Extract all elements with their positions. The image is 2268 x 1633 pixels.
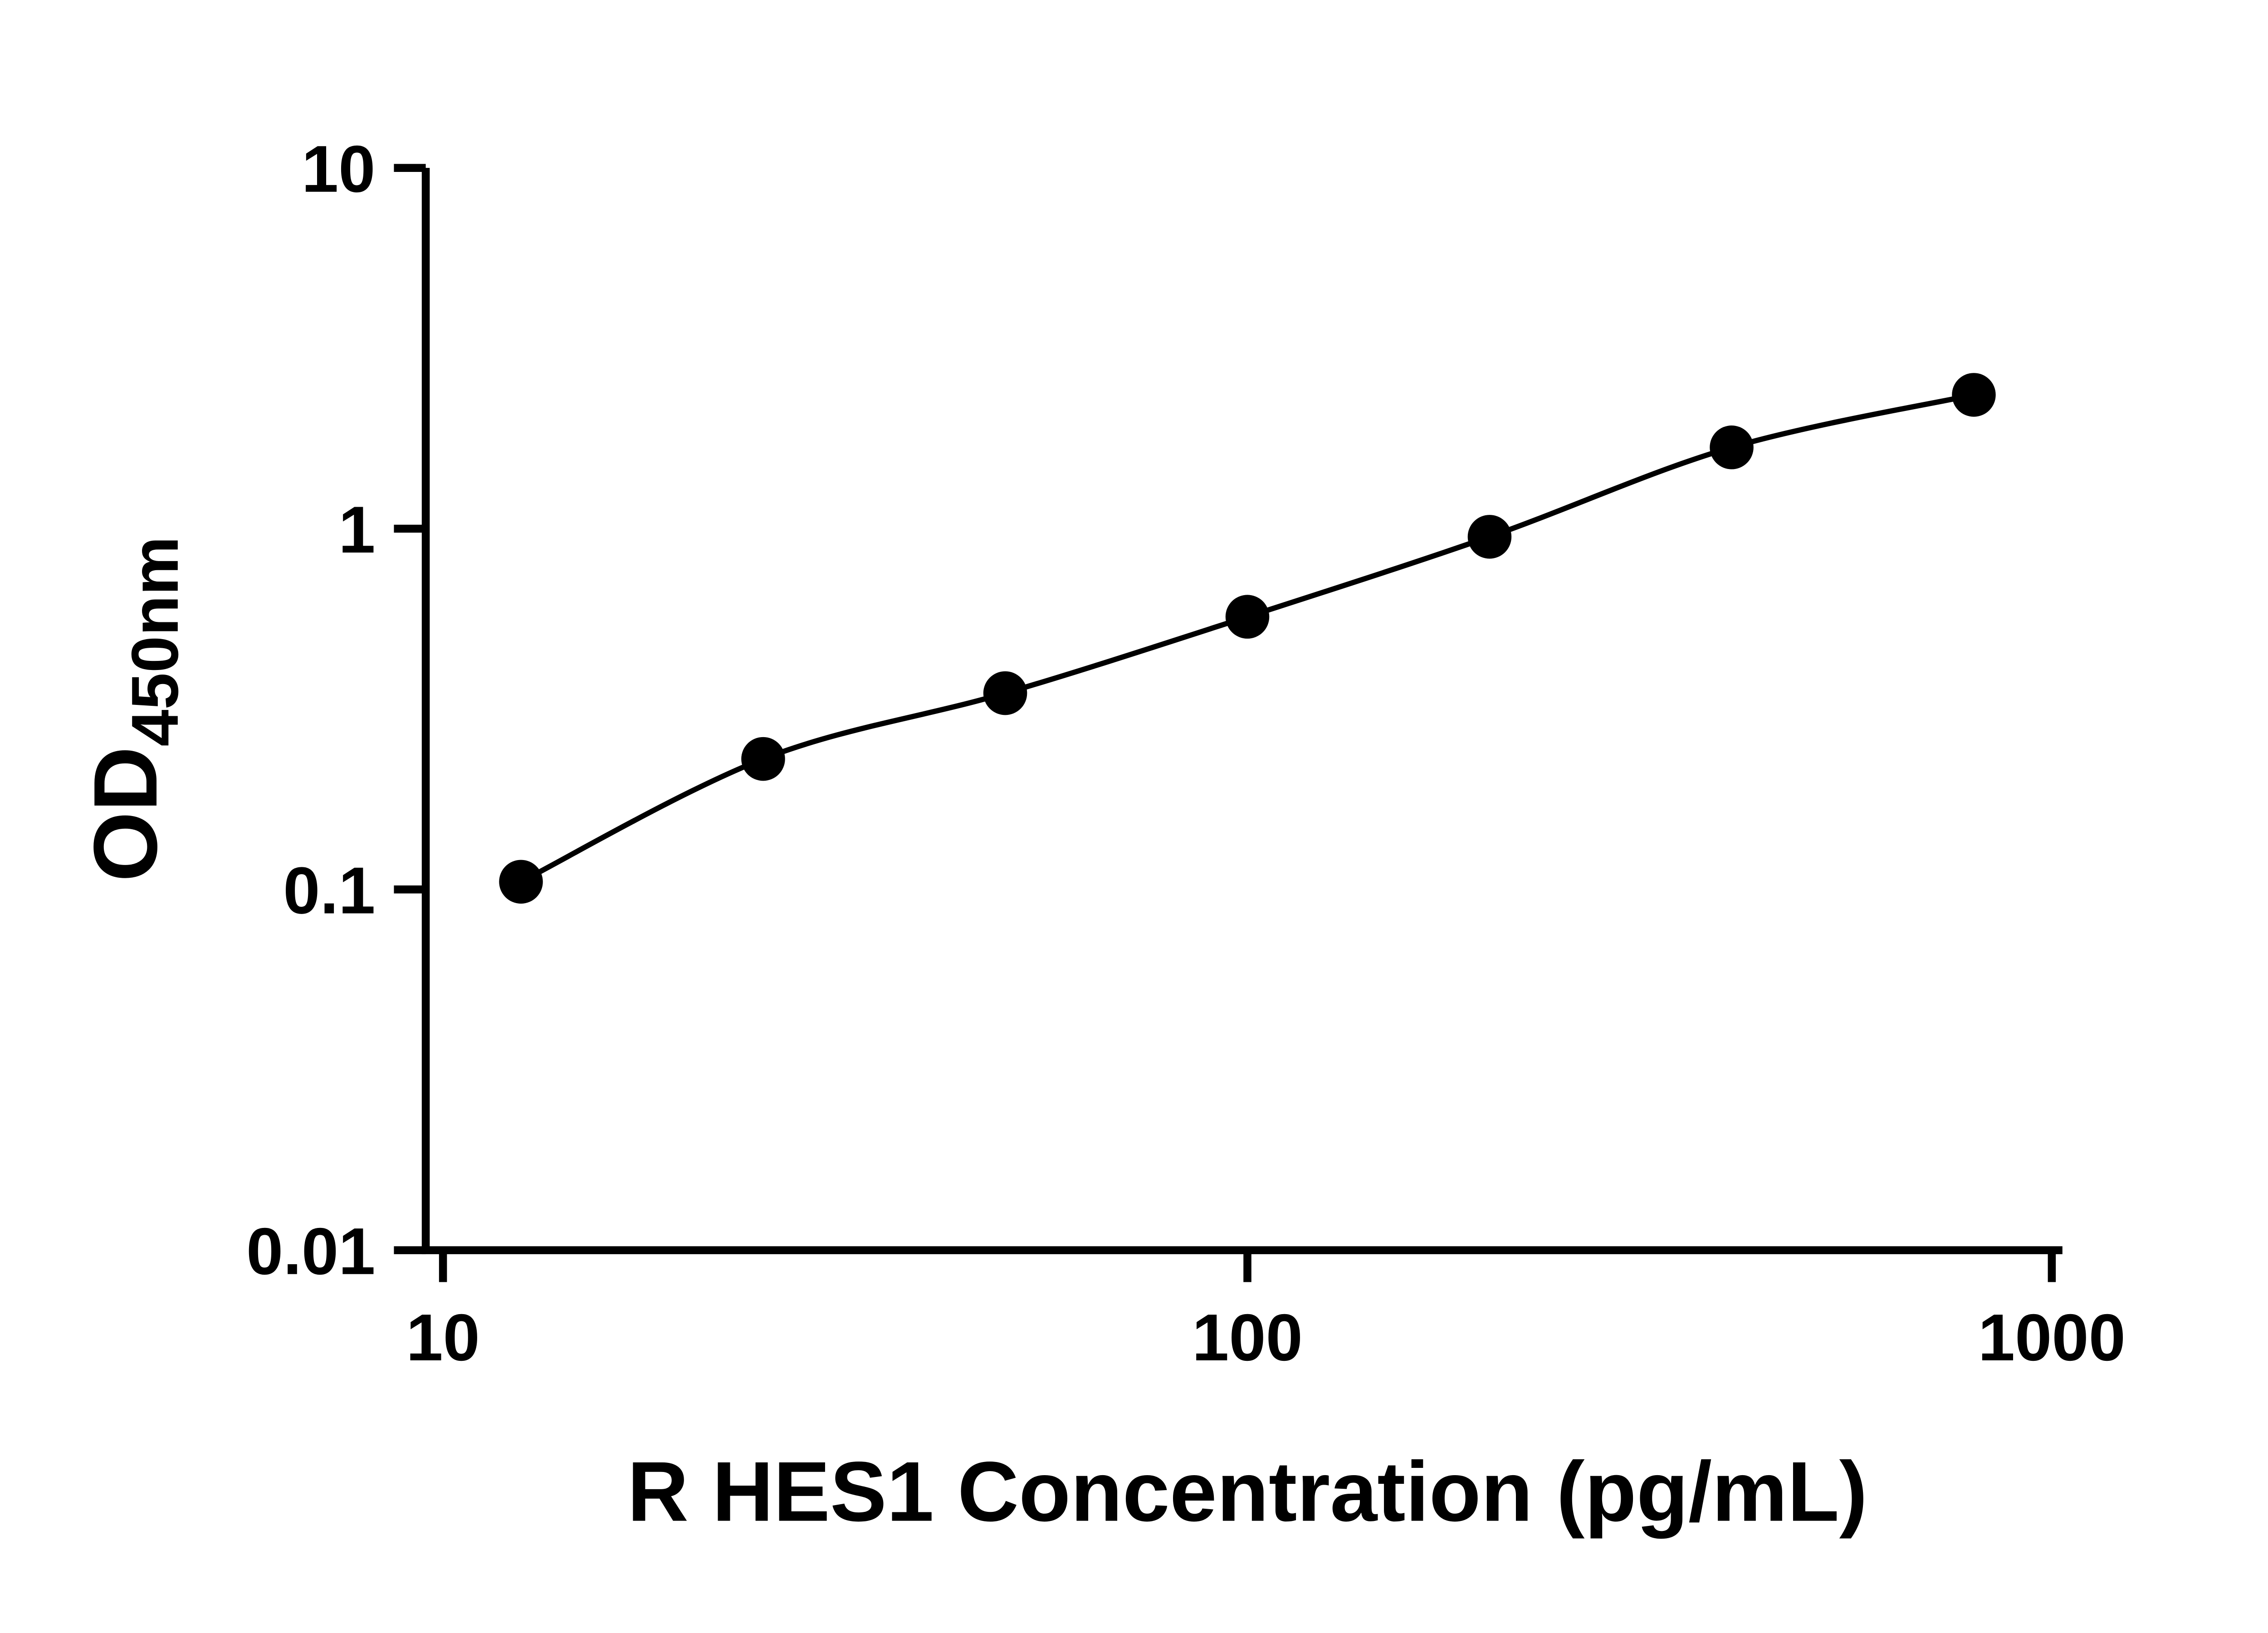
y-tick-label: 10	[302, 132, 376, 206]
data-point	[1710, 425, 1754, 469]
data-points	[499, 373, 1996, 904]
y-tick-label: 0.01	[246, 1214, 376, 1288]
y-tick-label: 1	[338, 493, 375, 567]
data-point	[499, 860, 543, 904]
data-point	[741, 737, 785, 781]
data-point	[983, 671, 1027, 715]
data-point	[1952, 373, 1996, 417]
data-point	[1225, 595, 1270, 639]
y-tick-label: 0.1	[283, 853, 375, 927]
tick-marks	[394, 164, 2056, 1282]
y-axis-title: OD450nm	[75, 536, 192, 881]
data-point	[1467, 515, 1512, 559]
axis-spine	[421, 168, 2063, 1254]
x-axis-title: R HES1 Concentration (pg/mL)	[627, 1444, 1867, 1539]
x-tick-label: 10	[406, 1301, 480, 1374]
x-tick-label: 1000	[1978, 1301, 2126, 1374]
axes	[421, 168, 2063, 1254]
x-tick-label: 100	[1192, 1301, 1303, 1374]
tick-labels: 10 1 0.1 0.01 10 100 1000	[246, 132, 2126, 1374]
